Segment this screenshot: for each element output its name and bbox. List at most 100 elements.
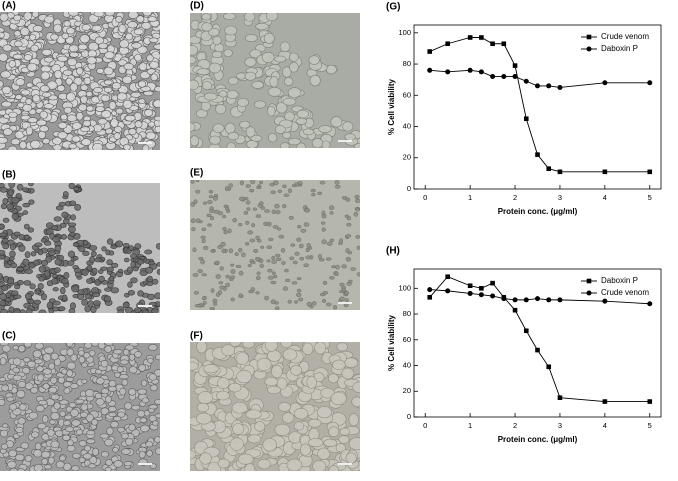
cell: [15, 94, 23, 100]
cell: [338, 435, 350, 444]
cell: [256, 271, 261, 275]
cell: [111, 82, 122, 90]
cell: [12, 53, 23, 60]
cell: [7, 460, 17, 469]
cell: [0, 70, 11, 79]
cell: [100, 110, 112, 119]
cell: [195, 189, 201, 194]
cell: [203, 364, 219, 374]
marker-square: [467, 283, 473, 289]
marker-square: [490, 41, 495, 47]
cell: [23, 54, 33, 61]
cell: [0, 399, 6, 406]
cell: [25, 98, 33, 105]
cell: [68, 222, 77, 227]
cell: [292, 260, 298, 265]
cell: [82, 453, 93, 460]
cell: [328, 426, 340, 438]
cell: [11, 196, 20, 204]
marker-circle: [478, 292, 484, 298]
cell: [256, 186, 261, 190]
cell: [148, 343, 158, 352]
cell: [123, 62, 134, 71]
cell: [127, 12, 139, 19]
cell: [35, 405, 45, 413]
cell: [115, 108, 124, 115]
cell: [108, 101, 117, 110]
cell: [37, 249, 44, 256]
cell: [270, 280, 277, 285]
cell: [48, 250, 56, 256]
cell: [91, 292, 101, 298]
cell: [34, 358, 43, 365]
cell: [266, 245, 273, 250]
cell: [9, 467, 18, 471]
cell: [84, 445, 92, 452]
cell: [190, 180, 195, 184]
cell: [95, 377, 105, 385]
cell: [304, 208, 311, 213]
cell: [277, 189, 282, 193]
cell: [84, 294, 92, 300]
cell: [335, 264, 340, 270]
cell: [116, 366, 124, 373]
cell: [37, 423, 47, 430]
x-tick-label: 4: [603, 421, 607, 430]
cell: [52, 287, 59, 292]
cell: [78, 457, 86, 463]
cell: [45, 255, 53, 263]
panel-label: (E): [190, 168, 203, 179]
cell: [17, 280, 24, 286]
y-tick-label: 40: [403, 122, 411, 131]
cell: [128, 353, 136, 361]
cell: [260, 245, 265, 249]
x-tick-label: 2: [513, 421, 517, 430]
cell: [78, 350, 85, 356]
cell: [64, 414, 73, 421]
cell: [147, 121, 156, 128]
cell: [2, 243, 10, 250]
marker-circle: [535, 296, 540, 302]
cell: [190, 55, 197, 65]
cell: [43, 464, 52, 470]
cell: [282, 97, 297, 106]
cell: [322, 290, 329, 295]
cell: [321, 298, 327, 304]
cell: [267, 221, 272, 227]
cell: [9, 256, 15, 261]
cell: [27, 117, 38, 124]
cell: [263, 32, 275, 44]
marker-circle: [546, 83, 552, 89]
cell: [122, 99, 133, 109]
cell: [69, 200, 77, 206]
cell: [271, 260, 277, 264]
cell: [0, 12, 9, 22]
marker-circle: [523, 297, 529, 303]
cell: [134, 351, 142, 358]
cell: [29, 283, 36, 290]
cell: [305, 247, 310, 253]
cell: [17, 381, 27, 388]
cell: [147, 293, 155, 300]
cells: [190, 13, 360, 148]
cell: [85, 91, 93, 97]
cell: [195, 412, 212, 425]
cells: [0, 12, 160, 150]
cell: [44, 270, 51, 278]
cell: [68, 143, 77, 150]
cell: [290, 365, 303, 376]
plot-frame: [413, 268, 662, 418]
cell: [6, 396, 15, 402]
cell: [68, 44, 80, 53]
cell: [3, 256, 10, 262]
cell: [131, 404, 141, 411]
cell: [134, 120, 143, 129]
cell: [26, 62, 38, 72]
cell: [0, 357, 7, 366]
cells: [190, 180, 360, 310]
cell: [196, 402, 210, 413]
cell: [54, 244, 62, 252]
cell: [133, 28, 144, 36]
marker-circle: [523, 78, 529, 84]
cell: [217, 211, 224, 216]
